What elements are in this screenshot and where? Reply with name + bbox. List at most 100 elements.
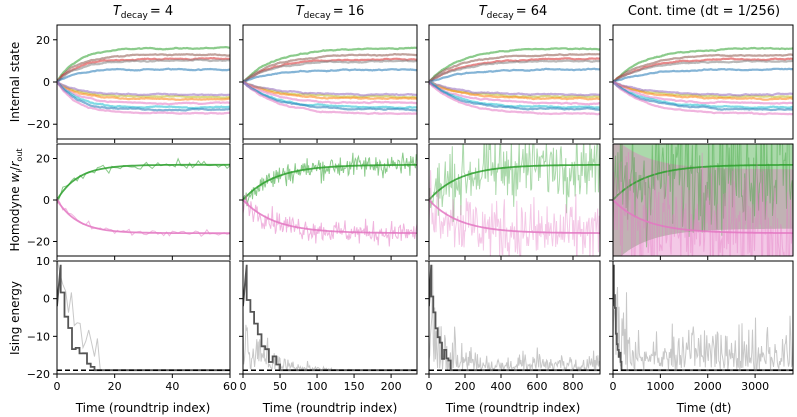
internal-state-line-3-7: [429, 81, 600, 101]
ytick-label: −20: [27, 118, 50, 131]
internal-state-line-1-2: [57, 52, 230, 83]
column-title-3-sub: decay: [487, 11, 515, 21]
axes-frame-r3-c4: [612, 260, 794, 375]
internal-state-line-1-8: [57, 80, 230, 97]
ising-sample-4: [613, 286, 793, 372]
internal-state-line-1-4: [57, 58, 230, 83]
xlabel-3: Time (roundtrip index): [445, 401, 581, 415]
homodyne-noisy-4-2: [613, 152, 793, 256]
internal-state-line-3-10: [429, 80, 600, 109]
homodyne-mean-2-2: [243, 199, 417, 234]
internal-state-line-4-1: [613, 46, 793, 83]
homodyne-band-1: [613, 144, 793, 256]
internal-state-line-4-10: [613, 81, 793, 110]
axes-frame-r1-c3: [428, 24, 601, 140]
ytick-label: −20: [27, 235, 50, 248]
internal-state-line-1-12: [57, 81, 230, 115]
ylabel-ising-energy: Ising energy: [8, 281, 22, 355]
ising-best-2: [243, 264, 417, 372]
homodyne-mean-1-2: [57, 199, 230, 235]
internal-state-line-1-3: [57, 56, 230, 83]
internal-state-line-4-7: [613, 80, 793, 101]
xtick-label: 0: [54, 380, 61, 393]
series-layer: [57, 45, 793, 373]
ytick-label: 0: [43, 76, 50, 89]
xlabel-2: Time (roundtrip index): [262, 401, 398, 415]
homodyne-band-2: [613, 144, 793, 256]
internal-state-line-2-7: [243, 80, 417, 101]
xlabel-4: Time (dt): [676, 401, 732, 415]
homodyne-mean-3-1: [429, 164, 600, 201]
xtick-label: 0: [426, 380, 433, 393]
xtick-label: 3000: [741, 380, 769, 393]
internal-state-line-4-9: [613, 81, 793, 105]
internal-state-line-1-10: [57, 81, 230, 110]
xtick-label: 20: [108, 380, 122, 393]
ytick-label: −10: [27, 330, 50, 343]
band-layer: [613, 144, 793, 256]
homodyne-mean-3-2: [429, 199, 600, 234]
axes-frame-r3-c3: [428, 260, 601, 375]
homodyne-mean-4-2: [613, 199, 793, 234]
internal-state-line-4-12: [613, 81, 793, 116]
axes-frame-r3-c1: [56, 260, 231, 375]
xtick-label: 1000: [646, 380, 674, 393]
xlabel-1: Time (roundtrip index): [75, 401, 211, 415]
internal-state-line-3-11: [429, 81, 600, 111]
ylabel-homodyne-d-sub: out: [15, 148, 24, 161]
homodyne-mean-2-1: [243, 164, 417, 201]
homodyne-noisy-2-2: [243, 194, 417, 247]
internal-state-line-3-3: [429, 57, 600, 83]
ising-best-3: [429, 264, 600, 372]
internal-state-line-2-4: [243, 59, 417, 83]
ytick-label: 0: [43, 194, 50, 207]
xtick-label: 800: [563, 380, 584, 393]
ising-best-1: [57, 264, 230, 372]
internal-state-line-3-9: [429, 81, 600, 106]
ylabel-homodyne: Homodyne wi/rout: [8, 148, 24, 251]
ytick-label: 20: [36, 153, 50, 166]
internal-state-line-2-11: [243, 81, 417, 112]
column-title-3-suffix: = 64: [516, 4, 548, 19]
internal-state-line-1-6: [57, 81, 230, 99]
column-title-1-prefix: T: [113, 4, 122, 19]
column-title-2-prefix: T: [296, 4, 305, 19]
internal-state-line-2-9: [243, 81, 417, 105]
xtick-label: 40: [165, 380, 179, 393]
internal-state-line-4-5: [613, 67, 793, 83]
axes-frame-r1-c1: [56, 24, 231, 140]
homodyne-mean-1-1: [57, 163, 230, 201]
internal-state-line-4-2: [613, 53, 793, 83]
ylabel-internal-state: Internal state: [8, 42, 22, 122]
xtick-label: 200: [381, 380, 402, 393]
xtick-label: 600: [527, 380, 548, 393]
internal-state-line-1-5: [57, 67, 230, 83]
ylabel-homodyne-d: r: [8, 161, 22, 167]
internal-state-line-3-12: [429, 81, 600, 116]
xtick-label: 200: [455, 380, 476, 393]
column-title-1: Tdecay = 4: [113, 4, 173, 21]
internal-state-line-3-8: [429, 80, 600, 97]
xtick-label: 2000: [694, 380, 722, 393]
xtick-label: 0: [240, 380, 247, 393]
internal-state-line-3-5: [429, 67, 600, 84]
xtick-label: 150: [344, 380, 365, 393]
column-title-2-suffix: = 16: [333, 4, 365, 19]
internal-state-line-1-11: [57, 81, 230, 112]
ising-sample-3: [429, 264, 600, 373]
homodyne-noisy-1-2: [57, 197, 230, 238]
column-title-4: Cont. time (dt = 1/256): [628, 4, 780, 19]
column-title-2-sub: decay: [304, 11, 332, 21]
axes-frame-r1-c2: [242, 24, 418, 140]
internal-state-line-2-12: [243, 81, 417, 116]
ylabel-homodyne-b-sub: i: [15, 171, 24, 173]
homodyne-noisy-3-1: [429, 144, 600, 223]
internal-state-line-2-10: [243, 81, 417, 110]
axes-frame-r3-c2: [242, 260, 418, 375]
xtick-label: 400: [491, 380, 512, 393]
column-title-1-sub: decay: [121, 11, 149, 21]
internal-state-line-1-1: [57, 45, 230, 83]
axes-frame-r1-c4: [612, 24, 794, 140]
